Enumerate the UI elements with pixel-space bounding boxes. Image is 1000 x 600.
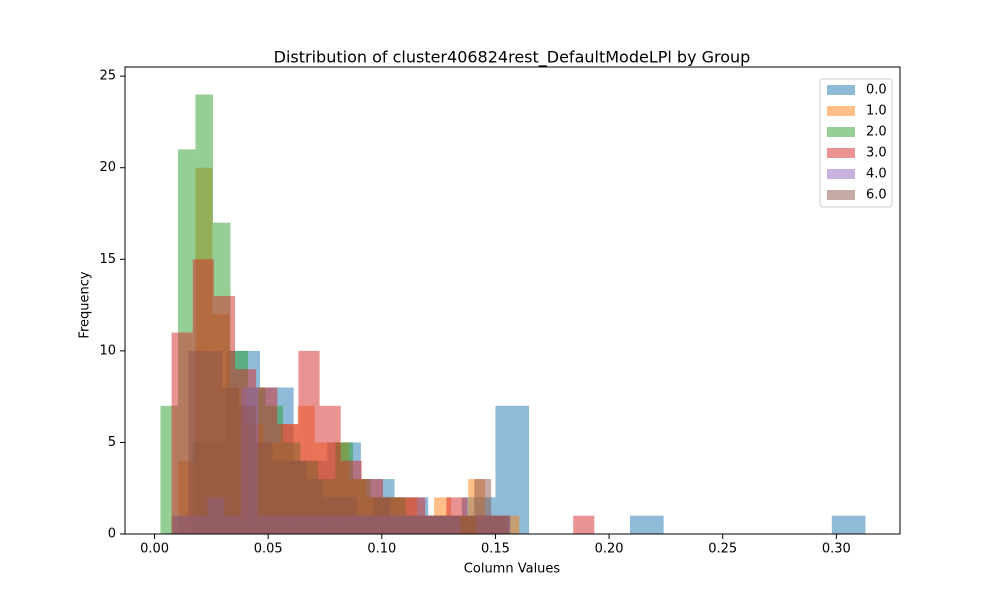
histogram-bar	[373, 497, 391, 534]
x-tick-label: 0.00	[140, 542, 169, 557]
histogram-bar	[423, 515, 441, 534]
axes-frame	[124, 66, 901, 535]
histogram-bar	[474, 479, 492, 534]
histogram-bar	[440, 515, 458, 534]
y-axis-label: Frequency	[78, 271, 93, 338]
legend-label: 3.0	[866, 146, 887, 161]
histogram-bar	[322, 497, 340, 534]
histogram-bar	[356, 515, 374, 534]
legend-swatch	[827, 85, 855, 95]
histogram-bar	[272, 460, 290, 534]
histogram-bar	[573, 515, 595, 534]
x-axis-label: Column Values	[464, 562, 561, 577]
legend-label: 0.0	[866, 83, 887, 98]
legend-label: 1.0	[866, 104, 887, 119]
histogram-bar	[306, 479, 323, 534]
histogram-bar	[831, 515, 866, 534]
x-tick-label: 0.10	[367, 542, 396, 557]
legend-label: 2.0	[866, 125, 887, 140]
histogram-bar	[390, 515, 408, 534]
legend-swatch	[827, 169, 855, 179]
histogram-bar	[457, 515, 475, 534]
y-tick-label: 20	[99, 160, 116, 175]
legend-label: 6.0	[866, 188, 887, 203]
histogram-bar	[495, 405, 530, 534]
legend-label: 4.0	[866, 167, 887, 182]
histogram-bar	[339, 497, 357, 534]
chart-title: Distribution of cluster406824rest_Defaul…	[274, 48, 751, 68]
legend-swatch	[827, 190, 855, 200]
x-tick-label: 0.05	[254, 542, 283, 557]
x-tick-label: 0.15	[481, 542, 510, 557]
y-tick-label: 0	[108, 527, 116, 542]
histogram-bar	[238, 405, 256, 534]
plot-area	[160, 94, 866, 535]
y-tick-label: 15	[99, 252, 116, 267]
x-tick-label: 0.30	[822, 542, 851, 557]
y-tick-label: 25	[99, 69, 116, 84]
histogram-bar	[255, 442, 273, 534]
histogram-bar	[407, 515, 424, 534]
histogram-bar	[171, 332, 193, 534]
histogram-bar	[188, 350, 206, 534]
x-tick-label: 0.20	[595, 542, 624, 557]
y-tick-label: 5	[108, 435, 116, 450]
legend-swatch	[827, 148, 855, 158]
histogram-bar	[171, 515, 189, 534]
y-tick-label: 10	[99, 343, 116, 358]
histogram-bar	[222, 387, 239, 534]
histogram-bar	[205, 350, 223, 534]
legend-swatch	[827, 127, 855, 137]
x-tick-label: 0.25	[708, 542, 737, 557]
histogram-bar	[630, 515, 664, 534]
histogram-bar	[491, 515, 508, 534]
legend-swatch	[827, 106, 855, 116]
histogram-bar	[289, 460, 307, 534]
